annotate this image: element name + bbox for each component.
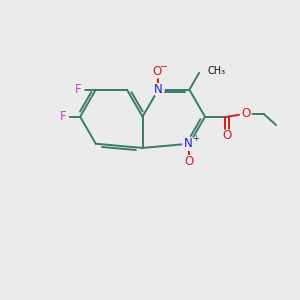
Text: F: F bbox=[60, 110, 66, 123]
Circle shape bbox=[58, 111, 68, 122]
Text: +: + bbox=[192, 134, 199, 143]
Text: N: N bbox=[184, 137, 193, 150]
Text: N: N bbox=[154, 83, 163, 96]
Circle shape bbox=[152, 84, 164, 96]
Text: O: O bbox=[241, 107, 250, 120]
Text: O: O bbox=[185, 155, 194, 168]
Text: O: O bbox=[152, 65, 162, 78]
Circle shape bbox=[222, 130, 232, 140]
Circle shape bbox=[183, 137, 196, 150]
Circle shape bbox=[73, 84, 84, 95]
Circle shape bbox=[152, 66, 164, 78]
Text: CH₃: CH₃ bbox=[208, 67, 226, 76]
Circle shape bbox=[183, 156, 195, 167]
Text: O: O bbox=[223, 129, 232, 142]
Text: −: − bbox=[160, 62, 168, 72]
Text: F: F bbox=[75, 83, 82, 96]
Circle shape bbox=[240, 108, 251, 119]
